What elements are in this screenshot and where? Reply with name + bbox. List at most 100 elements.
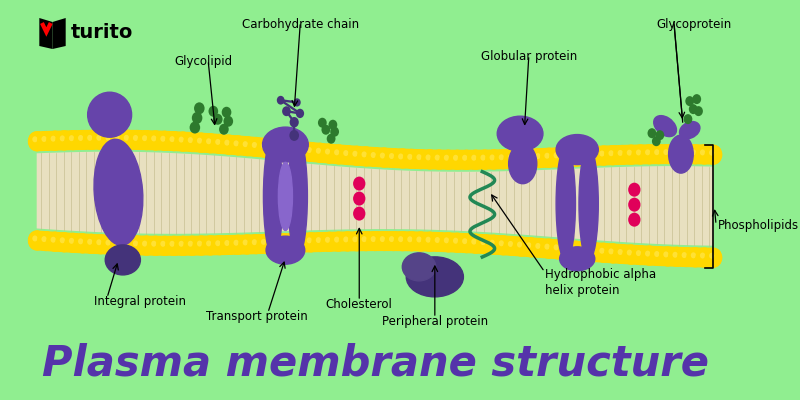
Circle shape <box>599 150 605 156</box>
Circle shape <box>362 152 366 158</box>
Circle shape <box>668 247 686 267</box>
Circle shape <box>193 133 210 153</box>
Circle shape <box>74 130 91 150</box>
Circle shape <box>288 145 294 151</box>
Circle shape <box>129 236 146 256</box>
Circle shape <box>385 231 402 251</box>
Text: Carbohydrate chain: Carbohydrate chain <box>242 18 359 31</box>
Circle shape <box>318 118 326 128</box>
Circle shape <box>449 233 466 253</box>
Circle shape <box>467 234 485 254</box>
Circle shape <box>42 236 46 242</box>
Circle shape <box>567 241 585 261</box>
Ellipse shape <box>278 162 293 230</box>
Circle shape <box>678 247 694 267</box>
Circle shape <box>403 231 421 251</box>
Circle shape <box>581 246 586 252</box>
Circle shape <box>69 135 74 141</box>
Circle shape <box>458 150 475 170</box>
Circle shape <box>490 240 495 246</box>
Ellipse shape <box>679 122 700 139</box>
Circle shape <box>650 246 667 266</box>
Circle shape <box>223 116 233 127</box>
Circle shape <box>296 109 304 118</box>
Circle shape <box>234 240 238 246</box>
Circle shape <box>133 240 138 246</box>
Circle shape <box>321 144 338 164</box>
Circle shape <box>545 153 550 159</box>
Circle shape <box>87 239 93 245</box>
Circle shape <box>434 154 440 160</box>
Text: Transport protein: Transport protein <box>206 310 307 323</box>
Ellipse shape <box>288 137 307 256</box>
Ellipse shape <box>579 146 598 261</box>
Circle shape <box>156 131 174 151</box>
Circle shape <box>339 145 357 165</box>
Circle shape <box>284 233 302 253</box>
Circle shape <box>416 236 422 242</box>
Text: Glycolipid: Glycolipid <box>174 55 233 68</box>
Circle shape <box>650 144 667 164</box>
Circle shape <box>668 247 686 267</box>
Circle shape <box>321 232 338 252</box>
Polygon shape <box>37 130 714 170</box>
Circle shape <box>476 234 494 254</box>
Circle shape <box>101 235 118 255</box>
Circle shape <box>275 140 292 160</box>
Circle shape <box>604 243 622 263</box>
Circle shape <box>92 234 110 254</box>
Circle shape <box>288 238 294 244</box>
Circle shape <box>138 130 155 150</box>
Circle shape <box>613 145 630 165</box>
Circle shape <box>695 144 713 164</box>
Circle shape <box>28 131 46 151</box>
Circle shape <box>586 242 603 262</box>
Polygon shape <box>37 152 714 246</box>
Circle shape <box>326 134 335 144</box>
Circle shape <box>705 248 722 268</box>
Circle shape <box>403 149 421 169</box>
Circle shape <box>82 234 100 254</box>
Circle shape <box>334 149 339 155</box>
Circle shape <box>380 152 385 158</box>
Circle shape <box>294 98 301 106</box>
Circle shape <box>581 151 586 157</box>
Circle shape <box>449 233 466 253</box>
Circle shape <box>453 238 458 244</box>
Circle shape <box>252 239 257 245</box>
Circle shape <box>119 130 137 150</box>
Circle shape <box>622 145 640 165</box>
Circle shape <box>330 232 347 252</box>
Circle shape <box>247 234 265 254</box>
Circle shape <box>275 140 292 160</box>
Circle shape <box>92 130 110 150</box>
Circle shape <box>279 238 285 244</box>
Circle shape <box>37 131 54 151</box>
Circle shape <box>50 136 56 142</box>
Circle shape <box>202 133 219 153</box>
Circle shape <box>96 135 102 141</box>
Circle shape <box>641 144 658 164</box>
Circle shape <box>673 252 678 258</box>
Circle shape <box>412 232 430 252</box>
Circle shape <box>673 149 678 155</box>
Circle shape <box>74 233 91 253</box>
Circle shape <box>449 150 466 170</box>
Circle shape <box>567 147 585 167</box>
Circle shape <box>678 247 694 267</box>
Circle shape <box>517 154 522 160</box>
Circle shape <box>403 149 421 169</box>
Circle shape <box>709 253 714 259</box>
Circle shape <box>96 239 102 245</box>
Circle shape <box>238 234 256 254</box>
Circle shape <box>119 235 137 255</box>
Circle shape <box>595 243 613 263</box>
Circle shape <box>498 154 504 160</box>
Circle shape <box>357 231 374 251</box>
Circle shape <box>339 232 357 252</box>
Circle shape <box>485 150 502 170</box>
Circle shape <box>535 153 541 159</box>
Circle shape <box>385 148 402 168</box>
Ellipse shape <box>106 245 140 275</box>
Circle shape <box>705 248 722 268</box>
